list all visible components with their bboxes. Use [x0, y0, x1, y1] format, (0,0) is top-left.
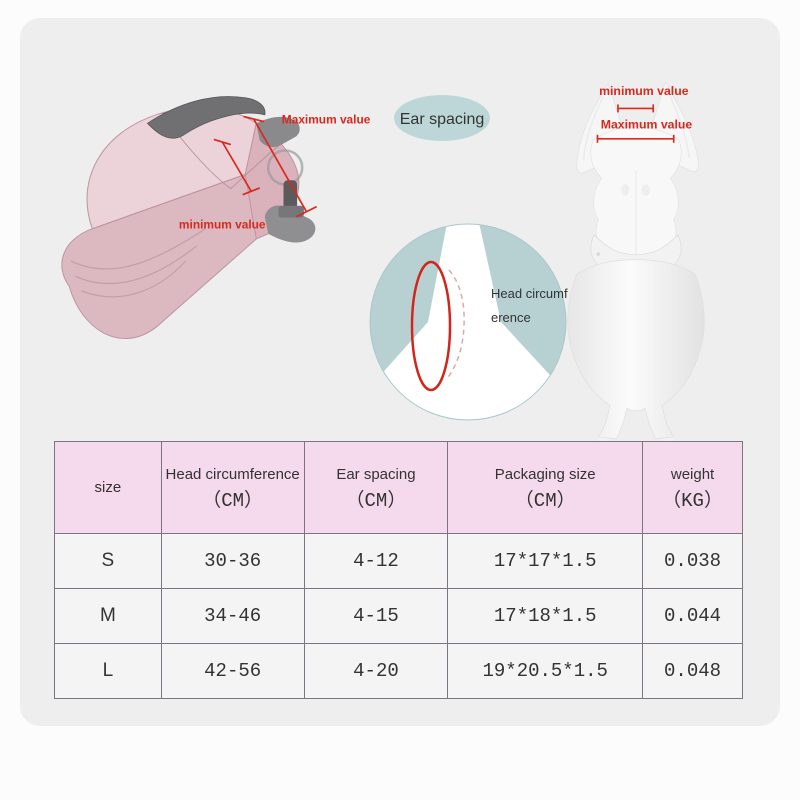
- svg-text:minimum value: minimum value: [179, 218, 266, 232]
- svg-text:erence: erence: [491, 310, 531, 325]
- svg-text:Head circumf: Head circumf: [491, 286, 568, 301]
- svg-text:Ear spacing: Ear spacing: [400, 111, 485, 128]
- svg-text:minimum value: minimum value: [599, 84, 689, 98]
- svg-text:Maximum value: Maximum value: [601, 118, 693, 132]
- svg-text:Maximum value: Maximum value: [282, 112, 371, 126]
